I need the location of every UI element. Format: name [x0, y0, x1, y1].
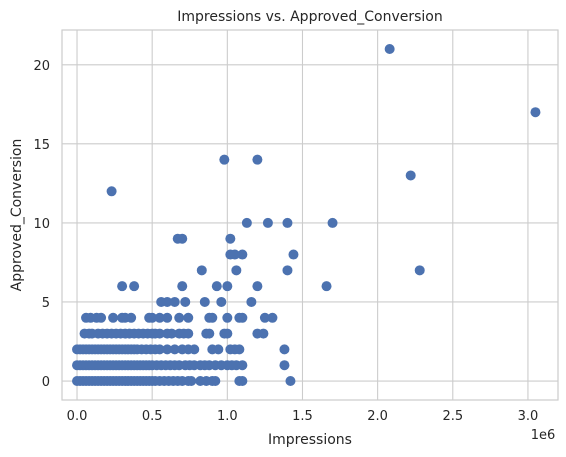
scatter-point	[129, 281, 140, 292]
scatter-point	[405, 170, 416, 181]
scatter-point	[414, 265, 425, 276]
scatter-point	[222, 312, 233, 323]
scatter-point	[237, 376, 248, 387]
scatter-point	[279, 344, 290, 355]
scatter-point	[169, 296, 180, 307]
x-axis-offset-label: 1e6	[531, 428, 556, 443]
scatter-point	[199, 296, 210, 307]
scatter-point	[154, 328, 165, 339]
scatter-point	[162, 296, 173, 307]
scatter-point	[219, 154, 230, 165]
scatter-point	[106, 186, 117, 197]
scatter-point	[267, 312, 278, 323]
x-tick-label: 3.0	[518, 409, 539, 424]
y-tick-label: 5	[42, 296, 50, 311]
scatter-point	[210, 376, 221, 387]
scatter-point	[288, 249, 299, 260]
plot-frame	[61, 29, 559, 401]
x-tick-label: 0.5	[142, 409, 163, 424]
scatter-point	[262, 217, 273, 228]
scatter-point	[162, 344, 173, 355]
scatter-point	[282, 265, 293, 276]
scatter-point	[180, 296, 191, 307]
scatter-point	[204, 328, 215, 339]
scatter-point	[222, 328, 233, 339]
scatter-point	[222, 281, 233, 292]
y-tick-label: 10	[33, 217, 50, 232]
scatter-point	[154, 312, 165, 323]
scatter-point	[154, 344, 165, 355]
scatter-point	[229, 249, 240, 260]
scatter-point	[237, 249, 248, 260]
x-tick-label: 2.5	[442, 409, 463, 424]
scatter-point	[225, 233, 236, 244]
scatter-point	[183, 312, 194, 323]
y-axis-ticks: 0 5 10 15 20	[33, 59, 50, 390]
scatter-point	[231, 265, 242, 276]
scatter-point	[259, 312, 270, 323]
scatter-point	[279, 360, 290, 371]
x-axis-label: Impressions	[268, 432, 352, 448]
scatter-point	[252, 154, 263, 165]
scatter-point	[258, 328, 269, 339]
scatter-point	[252, 281, 263, 292]
scatter-point	[169, 344, 180, 355]
scatter-point	[96, 312, 107, 323]
scatter-point	[183, 328, 194, 339]
x-tick-label: 2.0	[367, 409, 388, 424]
scatter-point	[117, 281, 128, 292]
scatter-point	[216, 296, 227, 307]
x-tick-label: 1.5	[292, 409, 313, 424]
scatter-point	[285, 376, 296, 387]
scatter-point	[174, 312, 185, 323]
scatter-point	[246, 296, 257, 307]
scatter-point	[213, 344, 224, 355]
scatter-point	[166, 328, 177, 339]
y-axis-label: Approved_Conversion	[9, 139, 25, 292]
scatter-point	[234, 344, 245, 355]
x-axis-ticks: 0.0 0.5 1.0 1.5 2.0 2.5 3.0	[67, 409, 539, 424]
y-tick-label: 0	[42, 375, 50, 390]
scatter-point	[177, 281, 188, 292]
scatter-point	[384, 43, 395, 54]
x-tick-label: 0.0	[67, 409, 88, 424]
chart-title: Impressions vs. Approved_Conversion	[177, 9, 443, 25]
scatter-point	[189, 344, 200, 355]
scatter-point	[207, 312, 218, 323]
data-points	[72, 43, 541, 387]
scatter-point	[241, 217, 252, 228]
scatter-point	[196, 265, 207, 276]
scatter-point	[211, 281, 222, 292]
x-tick-label: 1.0	[217, 409, 238, 424]
scatter-point	[186, 376, 197, 387]
scatter-point	[237, 312, 248, 323]
scatter-point	[530, 107, 541, 118]
scatter-point	[108, 312, 119, 323]
scatter-point	[147, 312, 158, 323]
scatter-point	[126, 312, 137, 323]
scatter-point	[162, 312, 173, 323]
grid-lines	[62, 30, 558, 400]
scatter-point	[321, 281, 332, 292]
scatter-point	[282, 217, 293, 228]
scatter-point	[177, 233, 188, 244]
scatter-point	[327, 217, 338, 228]
scatter-point	[237, 360, 248, 371]
y-tick-label: 20	[33, 59, 50, 74]
y-tick-label: 15	[33, 138, 50, 153]
